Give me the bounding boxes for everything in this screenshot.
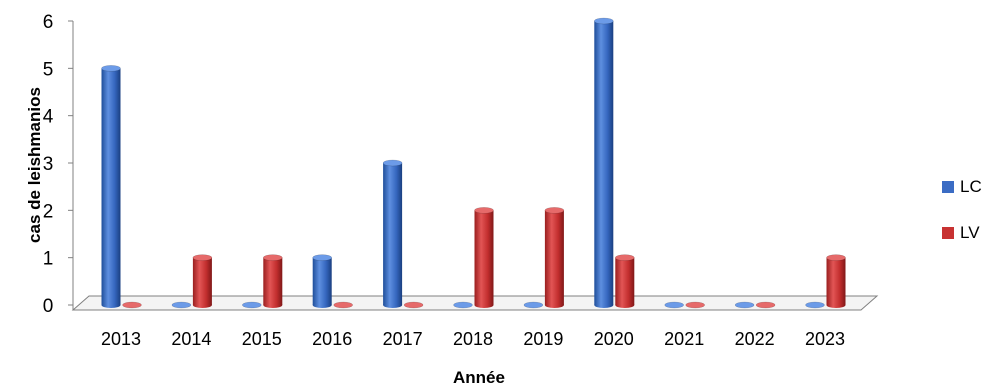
bar-top <box>615 254 635 261</box>
bar-body <box>192 257 212 305</box>
bar-lv <box>403 301 424 309</box>
bar-top <box>171 301 192 309</box>
bar-body <box>312 257 332 305</box>
bar-lc <box>382 159 403 308</box>
legend: LC LV <box>942 177 982 242</box>
bar-top <box>263 254 283 261</box>
x-tick-label: 2014 <box>171 329 211 349</box>
bar-body <box>826 257 846 305</box>
bar-top <box>382 159 403 167</box>
bar-body <box>544 210 564 305</box>
bar-lv <box>333 301 353 309</box>
y-tick-label: 5 <box>43 59 54 80</box>
bar-top <box>755 301 776 309</box>
bar-top <box>312 254 332 261</box>
bar-base <box>615 302 635 308</box>
bar-lc <box>594 17 614 308</box>
legend-swatch <box>942 181 954 193</box>
y-tick-label: 4 <box>43 107 54 128</box>
bar-lv <box>122 301 142 309</box>
legend-swatch <box>942 227 954 239</box>
labels-layer: Année cas de leishmanios 0 1 2 3 4 5 6 2013 2014… <box>25 12 845 387</box>
bar-lc <box>734 301 755 309</box>
bar-top <box>685 301 705 309</box>
bar-top <box>826 254 846 261</box>
bar-lv <box>192 254 213 308</box>
x-tick-label: 2023 <box>805 329 845 349</box>
x-tick-label: 2019 <box>523 329 563 349</box>
bar-base <box>474 302 494 308</box>
axes-layer <box>68 20 879 311</box>
bar-base <box>101 302 121 308</box>
bar-top <box>101 65 121 72</box>
y-tick-label: 6 <box>43 12 54 33</box>
bar-lc <box>312 254 332 308</box>
y-tick-label: 1 <box>43 249 54 270</box>
bar-lc <box>453 301 473 309</box>
bar-top <box>544 207 565 214</box>
y-axis-title: cas de leishmanios <box>25 87 44 243</box>
bar-top <box>664 301 684 309</box>
bar-top <box>242 301 262 309</box>
bar-lv <box>474 207 494 308</box>
bar-base <box>826 302 846 308</box>
x-tick-label: 2021 <box>664 329 704 349</box>
bar-top <box>122 301 142 309</box>
bar-base <box>594 302 614 308</box>
bar-top <box>474 207 494 214</box>
x-tick-label: 2015 <box>242 329 282 349</box>
bar-lv <box>755 301 776 309</box>
x-tick-label: 2022 <box>735 329 775 349</box>
bar-top <box>594 17 614 25</box>
y-tick-label: 2 <box>43 201 54 222</box>
bar-lc <box>242 301 262 309</box>
bar-base <box>263 302 283 308</box>
y-tick-label: 0 <box>43 296 54 317</box>
bar-body <box>615 257 635 305</box>
bar-base <box>312 302 332 308</box>
bar-lc <box>171 301 192 309</box>
bar-lv <box>263 254 283 308</box>
x-tick-label: 2018 <box>453 329 493 349</box>
x-tick-label: 2013 <box>101 329 141 349</box>
x-tick-label: 2020 <box>594 329 634 349</box>
bar-lv <box>615 254 635 308</box>
bar-top <box>523 301 544 309</box>
bar-lv <box>544 207 565 308</box>
bar-top <box>403 301 424 309</box>
bar-top <box>333 301 353 309</box>
bar-body <box>474 210 494 305</box>
bar-top <box>734 301 755 309</box>
bar-lv <box>685 301 705 309</box>
bar-body <box>383 163 403 305</box>
bar-top <box>453 301 473 309</box>
x-axis-title: Année <box>453 368 505 387</box>
legend-label: LC <box>960 177 982 196</box>
bar-base <box>383 302 403 308</box>
bar-lc <box>523 301 544 309</box>
bar-lc <box>664 301 684 309</box>
x-tick-label: 2017 <box>383 329 423 349</box>
bar-lc <box>805 301 825 309</box>
bar-body <box>594 21 614 305</box>
bar-body <box>263 257 283 305</box>
legend-label: LV <box>960 223 980 242</box>
y-tick-label: 3 <box>43 154 54 175</box>
bar-lc <box>101 65 121 308</box>
bar-base <box>544 302 564 308</box>
bar-lv <box>826 254 846 308</box>
bar-top <box>192 254 213 261</box>
bar-body <box>101 68 121 305</box>
bars-layer <box>101 17 846 309</box>
x-tick-label: 2016 <box>312 329 352 349</box>
bar-top <box>805 301 825 309</box>
bar-base <box>192 302 212 308</box>
